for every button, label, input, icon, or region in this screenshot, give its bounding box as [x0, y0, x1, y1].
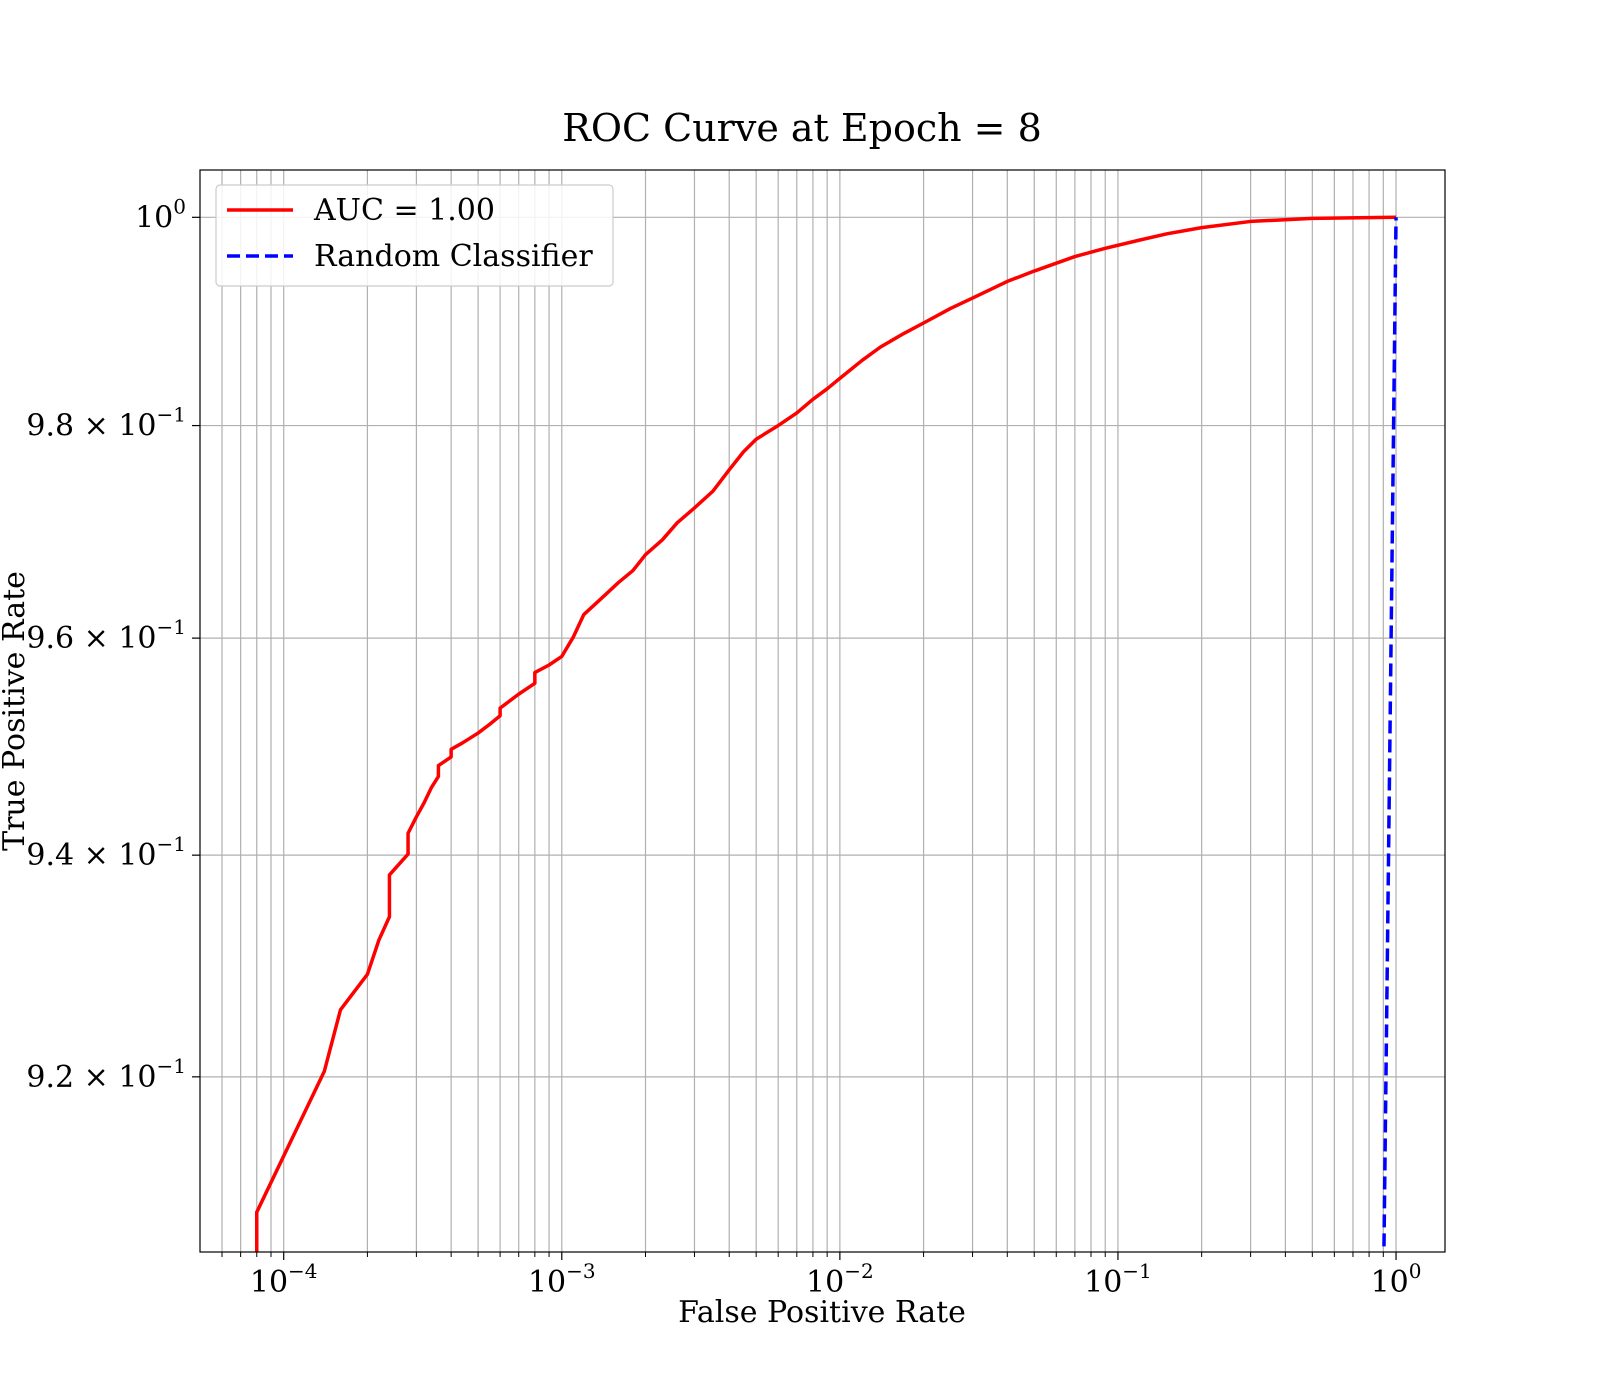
roc-curve-line: [255, 215, 1397, 1252]
y-tick-label: 9.8 × 10−1: [26, 403, 186, 444]
minor-grid: [221, 170, 1384, 1257]
y-tick-label: 100: [135, 194, 186, 235]
legend-label-random: Random Classifier: [314, 239, 593, 274]
chart-title: ROC Curve at Epoch = 8: [562, 106, 1042, 150]
y-tick-label: 9.4 × 10−1: [26, 832, 186, 873]
y-axis-ticks: 9.2 × 10−1 9.4 × 10−1 9.6 × 10−1 9.8 × 10−1…: [26, 194, 200, 1095]
x-tick-label: 10−2: [806, 1259, 874, 1300]
legend-label-auc: AUC = 1.00: [313, 193, 495, 228]
x-tick-label: 10−4: [250, 1259, 318, 1300]
x-tick-label: 10−1: [1084, 1259, 1152, 1300]
x-axis-ticks: 10−4 10−3 10−2 10−1 100: [250, 1252, 1422, 1300]
y-tick-label: 9.2 × 10−1: [26, 1054, 186, 1095]
y-tick-label: 9.6 × 10−1: [26, 615, 186, 656]
y-axis-label: True Positive Rate: [0, 571, 32, 851]
plot-area: [255, 215, 1398, 1252]
x-tick-label: 100: [1371, 1259, 1422, 1300]
legend-box: [215, 184, 614, 287]
legend: AUC = 1.00 Random Classifier: [215, 184, 614, 287]
x-axis-label: False Positive Rate: [678, 1295, 966, 1330]
x-tick-label: 10−3: [528, 1259, 596, 1300]
random-classifier-line: [1382, 217, 1398, 1252]
plot-frame: [199, 169, 1446, 1253]
